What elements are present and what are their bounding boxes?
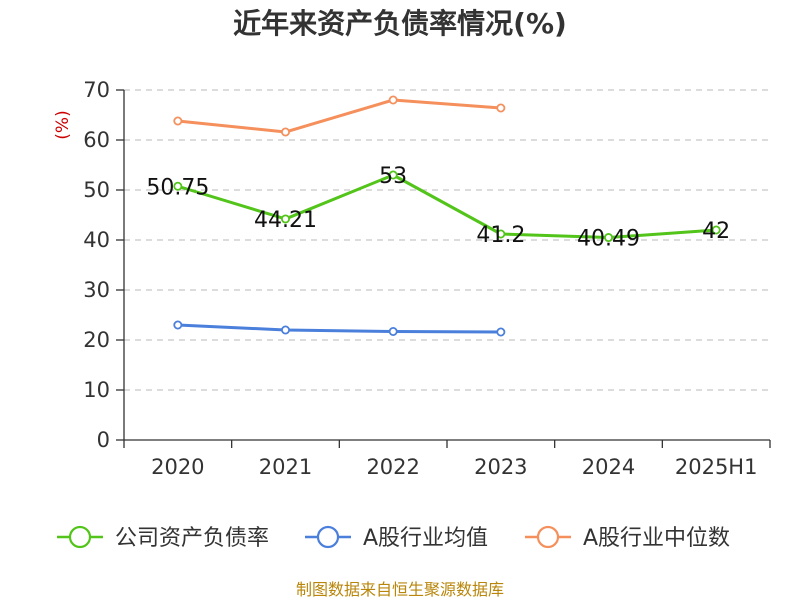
point-s2-2 — [388, 95, 398, 105]
data-label-s0-2: 53 — [379, 164, 407, 189]
y-tick-label-40: 40 — [83, 228, 110, 252]
legend-item-2[interactable]: A股行业中位数 — [525, 525, 730, 551]
point-s1-2 — [388, 326, 398, 336]
x-tick-label-2021: 2021 — [259, 455, 312, 479]
x-tick-label-2020: 2020 — [151, 455, 204, 479]
point-s1-3 — [496, 327, 506, 337]
legend-label-0: 公司资产负债率 — [115, 526, 269, 551]
chart-title: 近年来资产负债率情况(%) — [233, 7, 567, 40]
point-s0-1 — [280, 214, 290, 224]
legend-item-1[interactable]: A股行业均值 — [305, 525, 488, 551]
legend-marker-0 — [68, 525, 92, 549]
y-tick-label-60: 60 — [83, 128, 110, 152]
legend-item-0[interactable]: 公司资产负债率 — [57, 525, 269, 551]
legend-label-2: A股行业中位数 — [583, 526, 730, 551]
point-s0-2 — [388, 170, 398, 180]
data-labels: 50.75 44.21 53 41.2 40.49 42 — [146, 164, 730, 252]
series-line-2 — [177, 98, 501, 134]
y-tick-label-30: 30 — [83, 278, 110, 302]
point-s1-1 — [280, 325, 290, 335]
point-s0-4 — [604, 233, 614, 243]
x-tick-label-2023: 2023 — [474, 455, 527, 479]
data-label-s0-4: 40.49 — [577, 227, 640, 252]
legend-marker-2 — [536, 525, 560, 549]
point-s0-0 — [173, 181, 183, 191]
y-tick-label-70: 70 — [83, 78, 110, 102]
point-s0-3 — [496, 229, 506, 239]
legend[interactable]: 公司资产负债率 A股行业均值 A股行业中位数 — [57, 525, 730, 551]
x-tick-label-2025H1: 2025H1 — [675, 455, 758, 479]
data-label-s0-1: 44.21 — [254, 208, 317, 233]
x-tick-label-2022: 2022 — [366, 455, 419, 479]
point-s2-3 — [496, 103, 506, 113]
axes: 0 10 20 30 40 50 60 70 2020 2021 2022 2023 2024 2025H… — [83, 78, 771, 479]
point-s2-0 — [173, 116, 183, 126]
grid-lines — [124, 89, 770, 391]
legend-marker-1 — [316, 525, 340, 549]
point-s0-5 — [711, 225, 721, 235]
data-label-s0-5: 42 — [702, 219, 730, 244]
y-tick-label-50: 50 — [83, 178, 110, 202]
y-tick-label-10: 10 — [83, 378, 110, 402]
data-label-s0-0: 50.75 — [146, 175, 209, 200]
point-s1-0 — [173, 320, 183, 330]
series-line-1 — [177, 323, 501, 334]
data-label-s0-3: 41.2 — [476, 223, 525, 248]
x-tick-label-2024: 2024 — [582, 455, 635, 479]
source-footer: 制图数据来自恒生聚源数据库 — [296, 580, 504, 599]
y-tick-label-20: 20 — [83, 328, 110, 352]
series-group — [173, 95, 721, 337]
point-s2-1 — [280, 127, 290, 137]
legend-label-1: A股行业均值 — [363, 526, 488, 551]
series-line-0 — [177, 173, 717, 240]
y-axis-label: (%) — [53, 110, 73, 139]
y-tick-label-0: 0 — [97, 428, 110, 452]
